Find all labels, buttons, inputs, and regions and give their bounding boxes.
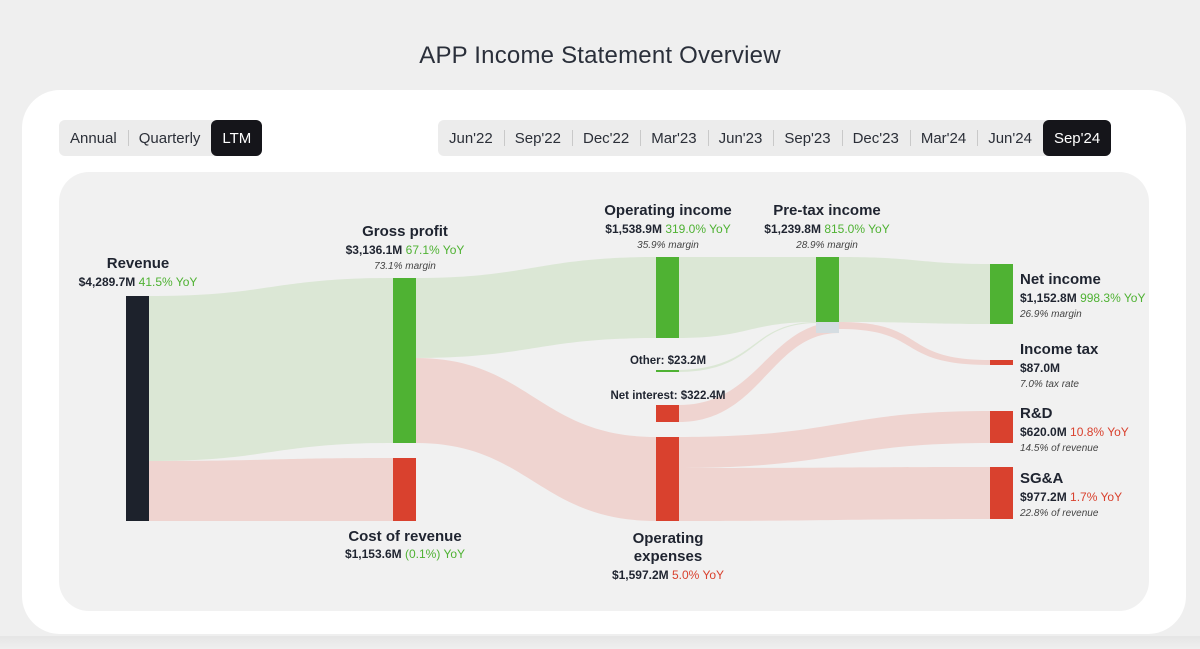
tab-quarterly[interactable]: Quarterly [127, 120, 212, 156]
node-operating-income[interactable] [656, 257, 679, 338]
operating-income-value: $1,538.9M [605, 222, 662, 236]
operating-income-value-line: $1,538.9M 319.0% YoY [605, 222, 730, 236]
node-net-income[interactable] [990, 264, 1013, 324]
gross-profit-value: $3,136.1M [346, 243, 403, 257]
flow-revenue-gross-profit [149, 278, 393, 461]
sga-name: SG&A [1020, 470, 1064, 487]
chart-card: Annual Quarterly LTM Jun'22 Sep'22 Dec'22 Mar… [22, 90, 1186, 634]
node-operating-expenses[interactable] [656, 437, 679, 521]
date-tab-sep-23[interactable]: Sep'23 [773, 120, 841, 156]
operating-expenses-name-line2: expenses [634, 548, 702, 565]
sankey-svg: Revenue $4,289.7M 41.5% YoY Gross profit… [79, 202, 1146, 582]
revenue-value: $4,289.7M [79, 275, 136, 289]
net-income-value: $1,152.8M [1020, 291, 1077, 305]
operating-expenses-yoy: 5.0% YoY [672, 568, 724, 582]
pretax-income-note: 28.9% margin [795, 240, 858, 251]
rd-name: R&D [1020, 405, 1053, 422]
flow-revenue-cost-of-revenue [149, 458, 393, 521]
date-tab-jun-23[interactable]: Jun'23 [707, 120, 774, 156]
net-income-name: Net income [1020, 271, 1101, 288]
date-tab-sep-22[interactable]: Sep'22 [503, 120, 572, 156]
operating-income-note: 35.9% margin [637, 240, 699, 251]
revenue-value-line: $4,289.7M 41.5% YoY [79, 275, 198, 289]
rd-value: $620.0M [1020, 425, 1067, 439]
net-income-note: 26.9% margin [1019, 309, 1082, 320]
other-label: Other: $23.2M [630, 355, 706, 367]
pretax-income-yoy: 815.0% YoY [824, 222, 889, 236]
net-income-value-line: $1,152.8M 998.3% YoY [1020, 291, 1145, 305]
node-pretax-unallocated [816, 322, 839, 333]
date-selector: Jun'22 Sep'22 Dec'22 Mar'23 Jun'23 Sep'23 Dec'… [438, 120, 1112, 156]
operating-expenses-name-line1: Operating [633, 530, 704, 547]
rd-note: 14.5% of revenue [1020, 443, 1099, 454]
node-income-tax[interactable] [990, 360, 1013, 365]
gross-profit-name: Gross profit [362, 223, 448, 240]
gross-profit-yoy: 67.1% YoY [406, 243, 465, 257]
flow-gross-profit-operating-income [416, 257, 656, 358]
labels: Revenue $4,289.7M 41.5% YoY Gross profit… [79, 202, 890, 582]
operating-expenses-value: $1,597.2M [612, 568, 669, 582]
flow-gross-profit-operating-expenses [416, 358, 656, 521]
sga-value: $977.2M [1020, 490, 1067, 504]
sga-value-line: $977.2M 1.7% YoY [1020, 490, 1122, 504]
flows [149, 257, 990, 521]
sga-yoy: 1.7% YoY [1070, 490, 1122, 504]
node-gross-profit[interactable] [393, 278, 416, 443]
operating-expenses-value-line: $1,597.2M 5.0% YoY [612, 568, 724, 582]
node-sga[interactable] [990, 467, 1013, 519]
operating-income-name: Operating income [604, 202, 732, 219]
cost-of-revenue-value: $1,153.6M [345, 547, 402, 561]
tab-annual[interactable]: Annual [70, 129, 117, 147]
date-tab-jun-22[interactable]: Jun'22 [449, 129, 493, 147]
income-tax-name: Income tax [1020, 341, 1099, 358]
gross-profit-note: 73.1% margin [374, 261, 436, 272]
net-interest-label: Net interest: $322.4M [610, 390, 725, 402]
pretax-income-value-line: $1,239.8M 815.0% YoY [764, 222, 889, 236]
pretax-income-name: Pre-tax income [773, 202, 881, 219]
cost-of-revenue-yoy: (0.1%) YoY [405, 547, 465, 561]
cost-of-revenue-name: Cost of revenue [348, 528, 461, 545]
cost-of-revenue-value-line: $1,153.6M (0.1%) YoY [345, 547, 465, 561]
flow-pretax-net-interest [679, 322, 839, 422]
date-tab-dec-22[interactable]: Dec'22 [571, 120, 640, 156]
sankey-chart: Revenue $4,289.7M 41.5% YoY Gross profit… [59, 172, 1149, 611]
flow-opex-sga [679, 467, 990, 521]
flow-pretax-net-income [839, 257, 990, 324]
flow-opex-rd [679, 411, 990, 468]
flow-pretax-income-tax [839, 322, 990, 365]
date-tab-dec-23[interactable]: Dec'23 [841, 120, 910, 156]
date-tab-sep-24[interactable]: Sep'24 [1042, 120, 1112, 156]
node-net-interest[interactable] [656, 405, 679, 422]
rd-value-line: $620.0M 10.8% YoY [1020, 425, 1129, 439]
node-cost-of-revenue[interactable] [393, 458, 416, 521]
revenue-yoy: 41.5% YoY [139, 275, 198, 289]
period-selector: Annual Quarterly LTM [59, 120, 263, 156]
date-tab-jun-24[interactable]: Jun'24 [977, 120, 1043, 156]
sga-note: 22.8% of revenue [1019, 508, 1099, 519]
node-rd[interactable] [990, 411, 1013, 443]
pretax-income-value: $1,239.8M [764, 222, 821, 236]
node-other[interactable] [656, 370, 679, 372]
net-income-yoy: 998.3% YoY [1080, 291, 1145, 305]
income-tax-value: $87.0M [1020, 361, 1060, 375]
page-title: APP Income Statement Overview [419, 42, 781, 69]
right-labels: Net income $1,152.8M 998.3% YoY 26.9% ma… [1019, 271, 1145, 519]
node-pretax-income[interactable] [816, 257, 839, 322]
rd-yoy: 10.8% YoY [1070, 425, 1129, 439]
tab-ltm[interactable]: LTM [211, 120, 263, 156]
date-tab-mar-23[interactable]: Mar'23 [640, 120, 707, 156]
node-revenue[interactable] [126, 296, 149, 521]
date-tab-mar-24[interactable]: Mar'24 [909, 120, 977, 156]
operating-income-yoy: 319.0% YoY [665, 222, 730, 236]
flow-operating-income-pretax [679, 257, 816, 338]
revenue-name: Revenue [107, 255, 170, 272]
gross-profit-value-line: $3,136.1M 67.1% YoY [346, 243, 465, 257]
nodes [126, 257, 1013, 521]
income-tax-note: 7.0% tax rate [1020, 379, 1079, 390]
bottom-shadow [0, 636, 1200, 649]
